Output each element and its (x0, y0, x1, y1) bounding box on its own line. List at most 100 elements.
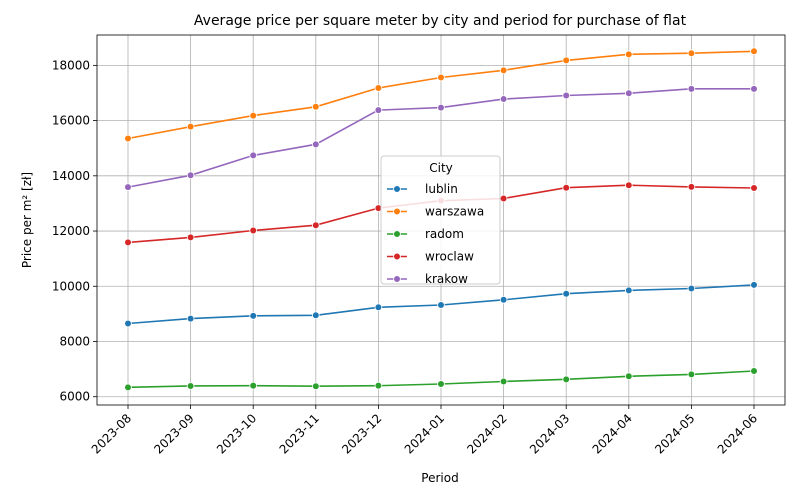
data-point-lublin (311, 311, 320, 320)
data-point-radom (186, 382, 195, 390)
data-point-lublin (687, 284, 696, 293)
legend-item-wroclaw: wroclaw (387, 250, 474, 264)
x-tick-label: 2023-10 (214, 411, 259, 456)
data-point-krakow (499, 95, 508, 103)
y-tick-label: 8000 (59, 334, 90, 348)
legend-item-lublin: lublin (387, 182, 458, 196)
legend-title: City (429, 161, 453, 175)
x-tick-label: 2024-04 (590, 411, 635, 456)
data-point-wroclaw (249, 226, 258, 235)
series-krakow (124, 85, 758, 191)
data-point-warszawa (499, 66, 508, 75)
x-axis: 2023-08 2023-09 2023-10 2023-11 2023-12 2024-… (89, 405, 760, 457)
data-point-radom (562, 375, 570, 384)
x-tick-label: 2024-05 (652, 411, 697, 456)
legend-swatch-marker (393, 275, 401, 283)
data-point-krakow (124, 183, 132, 191)
series-lublin (124, 281, 758, 328)
data-point-warszawa (562, 56, 570, 65)
legend-items: lublin warszawa radom wroclaw krakow (387, 182, 484, 286)
legend-swatch-marker (393, 207, 401, 216)
data-point-krakow (624, 89, 633, 98)
data-point-warszawa (124, 134, 132, 143)
data-point-lublin (437, 301, 445, 309)
data-point-lublin (750, 281, 758, 289)
legend-label: radom (425, 227, 464, 241)
data-point-radom (750, 367, 758, 375)
data-point-warszawa (311, 102, 320, 111)
y-tick-label: 14000 (52, 169, 90, 183)
legend-box (380, 155, 501, 285)
legend-swatch-marker (393, 252, 401, 261)
data-point-warszawa (374, 84, 383, 92)
data-point-krakow (374, 106, 383, 114)
y-tick-label: 12000 (52, 224, 90, 238)
data-point-krakow (437, 103, 445, 112)
y-tick-label: 10000 (52, 279, 90, 293)
x-tick-label: 2023-11 (277, 411, 322, 456)
y-tick-label: 18000 (52, 58, 90, 72)
data-point-wroclaw (186, 233, 195, 242)
data-point-krakow (249, 151, 258, 160)
data-point-krakow (750, 85, 758, 93)
data-point-radom (311, 382, 320, 391)
data-point-warszawa (624, 50, 633, 59)
data-point-warszawa (249, 111, 258, 120)
data-point-lublin (249, 312, 258, 320)
data-point-radom (499, 377, 508, 386)
data-point-wroclaw (311, 221, 320, 230)
legend-label: wroclaw (425, 250, 474, 264)
x-tick-label: 2024-01 (402, 411, 447, 456)
y-tick-label: 16000 (52, 114, 90, 128)
legend-label: krakow (425, 272, 468, 286)
data-point-radom (374, 381, 383, 390)
x-tick-label: 2024-02 (464, 411, 509, 456)
data-point-lublin (124, 319, 132, 328)
x-tick-label: 2023-08 (89, 411, 134, 456)
x-tick-label: 2023-09 (151, 411, 196, 456)
data-point-krakow (687, 85, 696, 93)
data-point-krakow (562, 91, 570, 100)
y-tick-label: 6000 (59, 390, 90, 404)
y-axis: 6000 8000 10000 12000 14000 16000 18000 (52, 58, 97, 404)
data-point-warszawa (750, 47, 758, 56)
data-point-wroclaw (124, 238, 132, 247)
series-group (124, 47, 758, 392)
legend-label: lublin (425, 182, 458, 196)
data-point-lublin (624, 286, 633, 295)
data-point-wroclaw (624, 181, 633, 190)
data-point-lublin (186, 314, 195, 323)
legend-swatch-marker (393, 230, 401, 238)
data-point-radom (437, 380, 445, 388)
data-point-krakow (186, 171, 195, 180)
legend-item-warszawa: warszawa (387, 205, 484, 219)
data-point-warszawa (437, 73, 445, 82)
data-point-warszawa (186, 122, 195, 131)
x-tick-label: 2024-03 (527, 411, 572, 456)
data-point-wroclaw (750, 184, 758, 192)
legend: City lublin warszawa radom wroclaw krakow (380, 155, 501, 286)
data-point-radom (687, 370, 696, 379)
data-point-radom (624, 372, 633, 381)
y-axis-label: Price per m² [zł] (20, 172, 34, 268)
chart-title: Average price per square meter by city a… (194, 13, 687, 29)
data-point-radom (124, 383, 132, 392)
data-point-lublin (374, 303, 383, 312)
data-point-radom (249, 381, 258, 390)
data-point-warszawa (687, 49, 696, 58)
x-axis-label: Period (421, 471, 458, 485)
data-point-wroclaw (687, 183, 696, 191)
data-point-krakow (311, 140, 320, 149)
legend-swatch-marker (393, 185, 401, 193)
x-tick-label: 2024-06 (715, 411, 760, 456)
data-point-lublin (499, 295, 508, 304)
legend-item-radom: radom (387, 227, 464, 241)
series-warszawa (124, 47, 758, 143)
x-tick-label: 2023-12 (339, 411, 384, 456)
data-point-wroclaw (499, 194, 508, 203)
data-point-lublin (562, 289, 570, 298)
series-radom (124, 367, 758, 392)
legend-label: warszawa (425, 205, 484, 219)
data-point-wroclaw (562, 183, 570, 192)
